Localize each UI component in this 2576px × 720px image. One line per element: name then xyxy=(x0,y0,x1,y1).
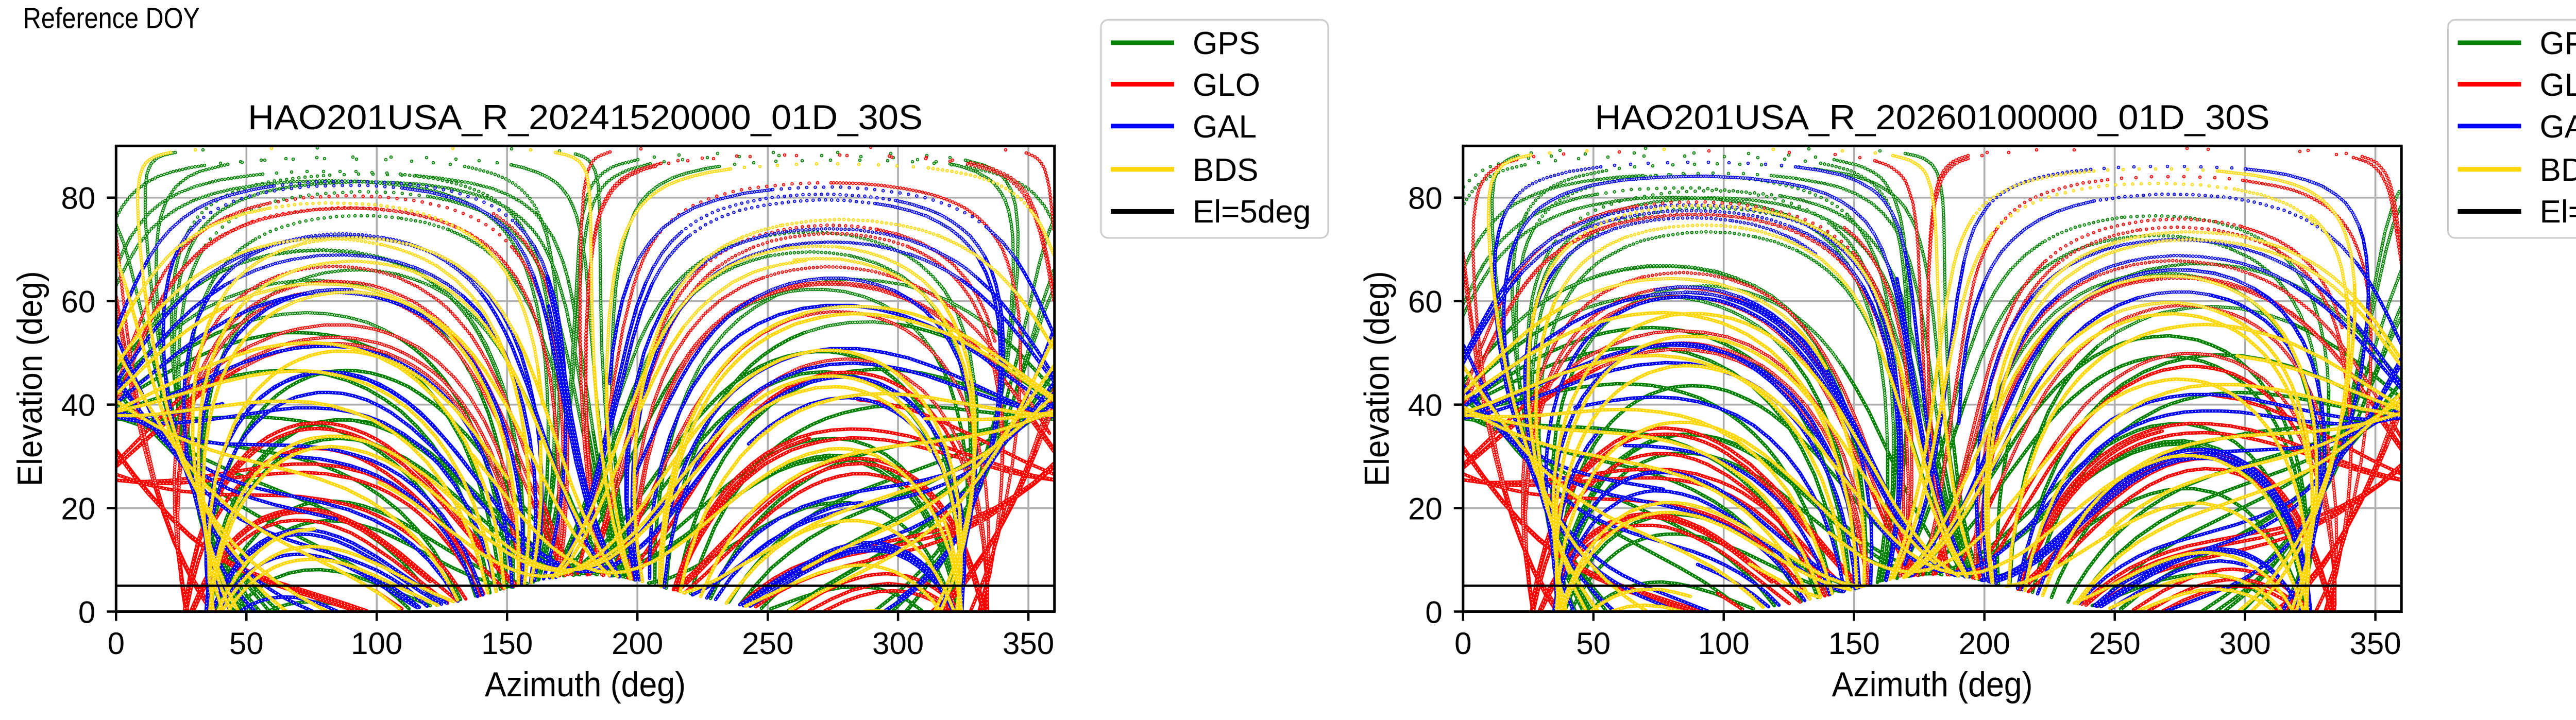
svg-text:GLO: GLO xyxy=(1193,67,1260,103)
svg-text:0: 0 xyxy=(1425,595,1442,629)
svg-text:150: 150 xyxy=(481,626,533,661)
svg-text:GLO: GLO xyxy=(2540,67,2576,103)
svg-text:HAO201USA_R_20260100000_01D_30: HAO201USA_R_20260100000_01D_30S xyxy=(1595,98,2270,137)
svg-text:40: 40 xyxy=(61,388,96,422)
svg-text:50: 50 xyxy=(1576,626,1611,661)
svg-text:Elevation (deg): Elevation (deg) xyxy=(10,271,49,486)
svg-text:BDS: BDS xyxy=(1193,152,1258,188)
svg-text:40: 40 xyxy=(1408,388,1443,422)
svg-text:200: 200 xyxy=(612,626,663,661)
svg-text:300: 300 xyxy=(872,626,924,661)
svg-text:El=5deg: El=5deg xyxy=(1193,194,1311,230)
svg-text:BDS: BDS xyxy=(2540,152,2576,188)
svg-text:50: 50 xyxy=(229,626,264,661)
svg-text:0: 0 xyxy=(108,626,125,661)
svg-text:350: 350 xyxy=(2350,626,2401,661)
svg-text:Reference DOY: Reference DOY xyxy=(23,2,200,35)
svg-text:GAL: GAL xyxy=(1193,109,1257,145)
svg-text:200: 200 xyxy=(1959,626,2010,661)
svg-text:100: 100 xyxy=(1698,626,1750,661)
svg-text:Elevation (deg): Elevation (deg) xyxy=(1358,271,1397,486)
svg-text:250: 250 xyxy=(742,626,793,661)
svg-text:250: 250 xyxy=(2089,626,2141,661)
svg-text:GPS: GPS xyxy=(1193,26,1260,61)
svg-text:350: 350 xyxy=(1003,626,1054,661)
svg-text:GPS: GPS xyxy=(2540,26,2576,61)
svg-text:Azimuth (deg): Azimuth (deg) xyxy=(485,665,686,704)
svg-text:150: 150 xyxy=(1828,626,1880,661)
svg-text:0: 0 xyxy=(78,595,95,629)
svg-text:60: 60 xyxy=(1408,285,1443,319)
svg-text:El=5deg: El=5deg xyxy=(2540,194,2576,230)
svg-text:20: 20 xyxy=(61,491,96,526)
svg-text:80: 80 xyxy=(61,181,96,216)
svg-text:20: 20 xyxy=(1408,491,1443,526)
svg-text:HAO201USA_R_20241520000_01D_30: HAO201USA_R_20241520000_01D_30S xyxy=(248,98,923,137)
svg-text:300: 300 xyxy=(2219,626,2271,661)
svg-text:GAL: GAL xyxy=(2540,109,2576,145)
svg-text:80: 80 xyxy=(1408,181,1443,216)
svg-text:100: 100 xyxy=(351,626,402,661)
svg-text:60: 60 xyxy=(61,285,96,319)
svg-text:0: 0 xyxy=(1454,626,1471,661)
svg-text:Azimuth (deg): Azimuth (deg) xyxy=(1832,665,2033,704)
